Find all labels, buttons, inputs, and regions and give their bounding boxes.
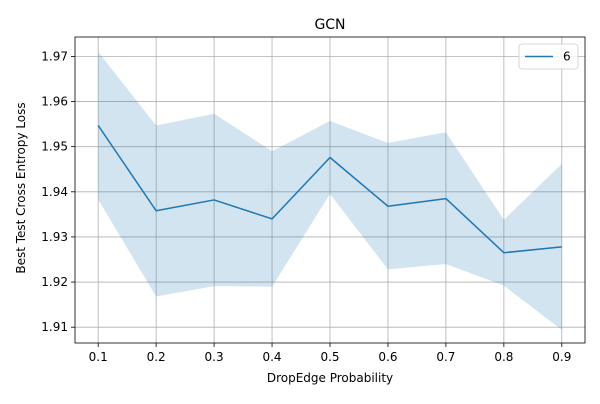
y-tick-label: 1.97 — [41, 49, 68, 63]
y-tick-label: 1.95 — [41, 140, 68, 154]
y-tick-label: 1.91 — [41, 320, 68, 334]
x-axis-label: DropEdge Probability — [267, 371, 393, 385]
y-axis-label: Best Test Cross Entropy Loss — [14, 102, 28, 273]
x-tick-label: 0.3 — [205, 350, 224, 364]
x-tick-label: 0.6 — [378, 350, 397, 364]
x-tick-label: 0.4 — [262, 350, 281, 364]
y-tick-label: 1.93 — [41, 230, 68, 244]
x-tick-label: 0.5 — [320, 350, 339, 364]
y-tick-label: 1.96 — [41, 95, 68, 109]
legend-label: 6 — [563, 50, 571, 64]
chart-title: GCN — [314, 17, 345, 33]
x-tick-label: 0.8 — [494, 350, 513, 364]
x-tick-label: 0.1 — [89, 350, 108, 364]
x-tick-label: 0.9 — [552, 350, 571, 364]
x-tick-label: 0.2 — [147, 350, 166, 364]
y-tick-label: 1.94 — [41, 185, 68, 199]
legend: 6 — [519, 44, 578, 69]
x-tick-label: 0.7 — [436, 350, 455, 364]
y-tick-label: 1.92 — [41, 275, 68, 289]
